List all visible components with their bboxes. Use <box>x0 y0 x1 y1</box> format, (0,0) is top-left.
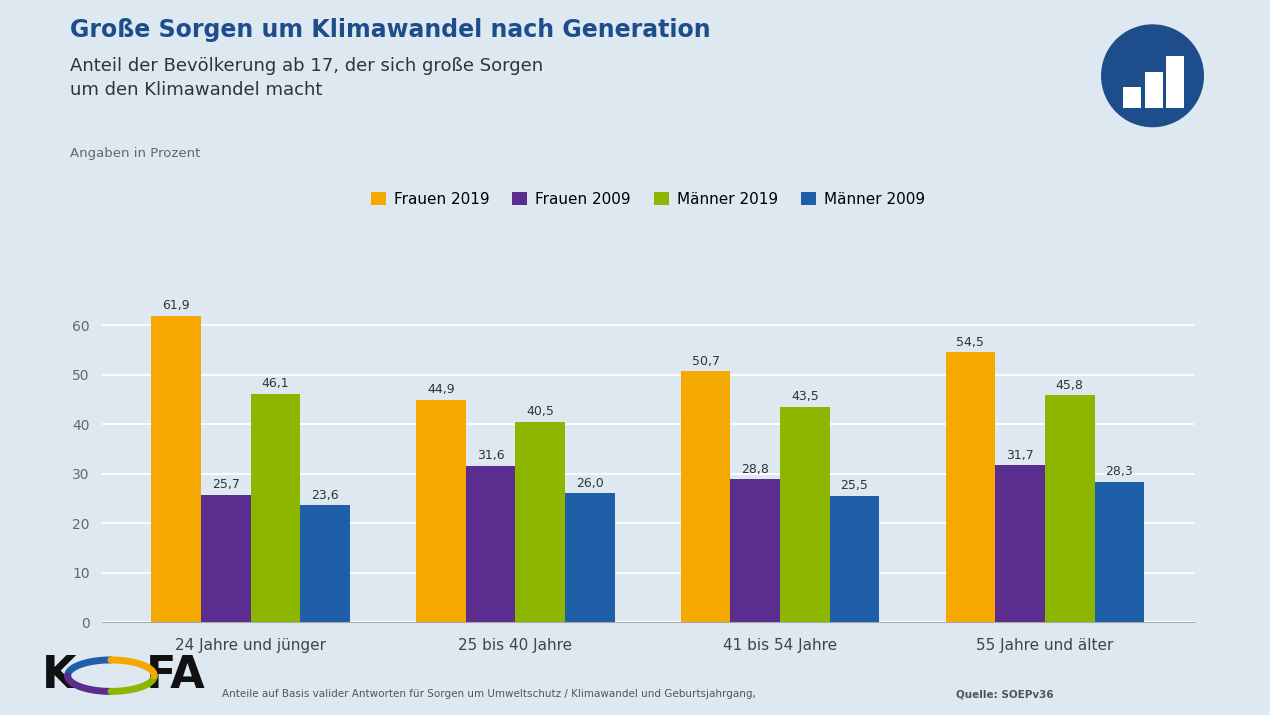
Bar <box>516 422 565 622</box>
Text: 28,8: 28,8 <box>742 463 770 476</box>
Text: 25,7: 25,7 <box>212 478 240 491</box>
Text: 45,8: 45,8 <box>1055 379 1083 392</box>
Bar <box>996 465 1045 622</box>
Bar <box>730 480 780 622</box>
Text: 25,5: 25,5 <box>841 479 869 493</box>
FancyBboxPatch shape <box>1123 87 1140 107</box>
Bar <box>201 495 250 622</box>
Text: 26,0: 26,0 <box>575 477 603 490</box>
Bar <box>300 506 349 622</box>
Text: 31,7: 31,7 <box>1006 449 1034 462</box>
Text: 43,5: 43,5 <box>791 390 819 403</box>
Text: Angaben in Prozent: Angaben in Prozent <box>70 147 201 159</box>
Text: 40,5: 40,5 <box>526 405 554 418</box>
Text: Quelle: SOEPv36: Quelle: SOEPv36 <box>956 689 1054 699</box>
Text: 54,5: 54,5 <box>956 336 984 349</box>
Bar <box>250 394 300 622</box>
Text: 31,6: 31,6 <box>476 449 504 462</box>
Text: 50,7: 50,7 <box>692 355 720 368</box>
Circle shape <box>1102 25 1203 127</box>
FancyBboxPatch shape <box>1166 56 1184 107</box>
Text: Anteil der Bevölkerung ab 17, der sich große Sorgen
um den Klimawandel macht: Anteil der Bevölkerung ab 17, der sich g… <box>70 57 544 99</box>
Text: 46,1: 46,1 <box>262 378 290 390</box>
Text: 23,6: 23,6 <box>311 489 339 502</box>
Text: Anteile auf Basis valider Antworten für Sorgen um Umweltschutz / Klimawandel und: Anteile auf Basis valider Antworten für … <box>222 689 759 699</box>
Bar <box>417 400 466 622</box>
Bar <box>151 315 201 622</box>
Text: K: K <box>42 654 76 697</box>
Text: FA: FA <box>146 654 206 697</box>
Text: 28,3: 28,3 <box>1105 465 1133 478</box>
Bar <box>1045 395 1095 622</box>
FancyBboxPatch shape <box>1146 72 1163 107</box>
Bar <box>946 352 996 622</box>
Bar <box>681 371 730 622</box>
Text: 44,9: 44,9 <box>427 383 455 396</box>
Bar <box>565 493 615 622</box>
Text: 61,9: 61,9 <box>163 299 190 312</box>
Legend: Frauen 2019, Frauen 2009, Männer 2019, Männer 2009: Frauen 2019, Frauen 2009, Männer 2019, M… <box>364 186 931 213</box>
Bar <box>1095 482 1144 622</box>
Text: Große Sorgen um Klimawandel nach Generation: Große Sorgen um Klimawandel nach Generat… <box>70 18 710 42</box>
Bar <box>466 465 516 622</box>
Bar <box>829 495 879 622</box>
Bar <box>780 407 829 622</box>
